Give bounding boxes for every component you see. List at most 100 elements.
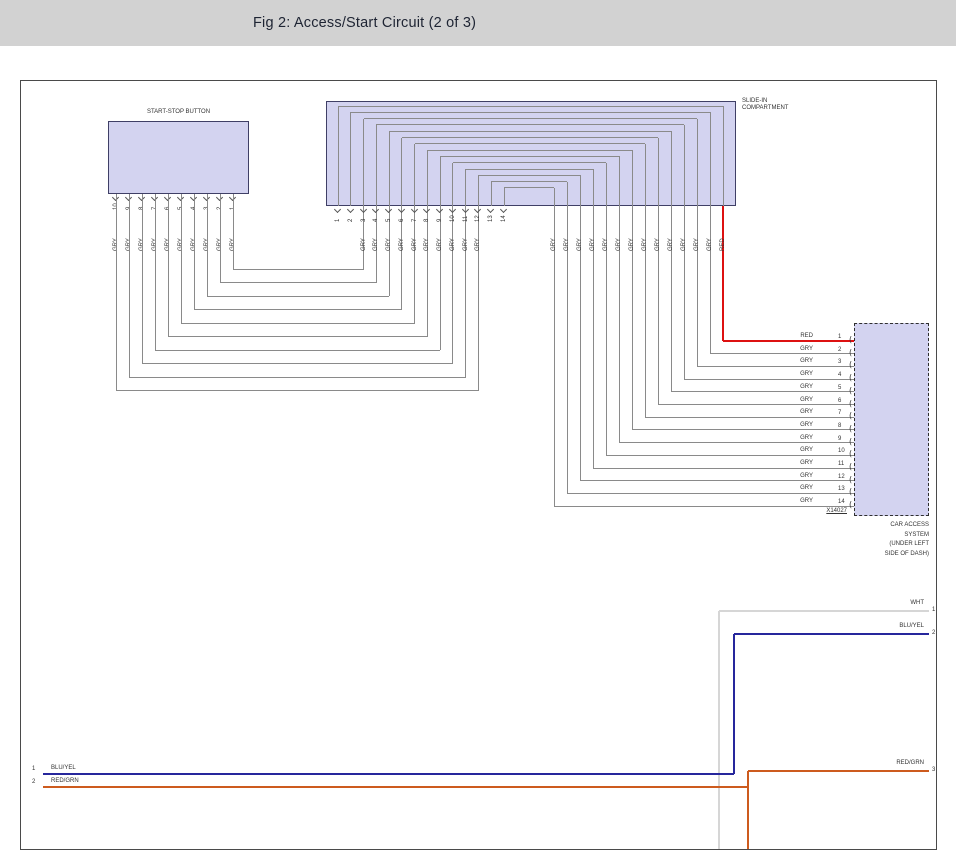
- wire-color-label: GRY: [551, 238, 557, 251]
- wire-color-label: RED: [800, 333, 813, 339]
- pin-number: 7: [152, 207, 159, 210]
- wire-segment: [734, 633, 929, 635]
- wire-segment: [376, 124, 684, 126]
- wire-segment: [709, 206, 711, 354]
- wire-segment: [129, 376, 466, 378]
- wire-segment: [733, 634, 735, 774]
- car-access-label-line: (UNDER LEFT: [889, 541, 929, 547]
- wire-color-label: RED/GRN: [51, 778, 79, 784]
- wire-color-label: GRY: [152, 238, 159, 251]
- wire-color-label: GRY: [424, 238, 431, 251]
- pin-number: 3: [360, 218, 367, 222]
- wire-color-label: GRY: [126, 238, 133, 251]
- pin-number: 9: [126, 207, 133, 210]
- pin-arrow-icon: [372, 205, 380, 213]
- wire-segment: [401, 137, 658, 138]
- pin-arrow-icon: [487, 205, 495, 213]
- pin-number: 4: [373, 218, 380, 222]
- wire-color-label: RED: [720, 238, 726, 251]
- pin-number: 10: [449, 215, 456, 222]
- wire-color-label: GRY: [398, 238, 405, 251]
- wire-segment: [618, 206, 620, 443]
- connector-entry-icon: (: [849, 449, 853, 459]
- pin-number: 8: [139, 207, 146, 210]
- wire-segment: [115, 194, 117, 391]
- pin-number: 12: [838, 473, 845, 480]
- car-access-label-line: CAR ACCESS: [890, 522, 929, 528]
- wire-segment: [683, 206, 685, 380]
- wire-color-label: GRY: [800, 485, 813, 492]
- wire-layer: 10 GRY 9 GRY 8 GRY 7 GRY 6 GRY 5 GRY 4 GRY 3 GRY 2 GRY 1 GR…: [21, 81, 936, 849]
- pin-number: 12: [475, 215, 482, 222]
- wire-segment: [142, 363, 453, 364]
- pin-arrow-icon: [359, 205, 367, 213]
- wire-color-label: GRY: [373, 238, 380, 251]
- car-access-system-box: [854, 323, 929, 516]
- pin-number: 11: [462, 215, 469, 222]
- wire-segment: [337, 106, 339, 206]
- wire-segment: [414, 206, 416, 323]
- wire-color-label: GRY: [230, 238, 237, 251]
- connector-entry-icon: (: [849, 423, 853, 433]
- slide-in-label-line1: SLIDE-IN: [742, 98, 768, 104]
- wire-segment: [670, 206, 672, 392]
- connector-entry-icon: (: [849, 360, 853, 370]
- pin-arrow-icon: [461, 205, 469, 213]
- wire-segment: [338, 105, 723, 107]
- connector-entry-icon: (: [849, 500, 853, 510]
- wire-color-label: GRY: [165, 238, 172, 251]
- wire-color-label: GRY: [462, 238, 469, 251]
- connector-entry-icon: (: [849, 373, 853, 383]
- wire-segment: [567, 492, 854, 494]
- connector-entry-icon: (: [849, 347, 853, 357]
- wire-segment: [696, 206, 698, 367]
- wire-segment: [671, 391, 854, 393]
- wire-segment: [632, 429, 854, 431]
- wire-segment: [605, 162, 607, 206]
- pin-number: 6: [398, 218, 405, 222]
- pin-number: 1: [838, 334, 842, 340]
- connector-entry-icon: (: [849, 335, 853, 344]
- wire-segment: [477, 175, 479, 206]
- pin-arrow-icon: [499, 205, 508, 213]
- pin-number: 2: [217, 207, 224, 210]
- connector-entry-icon: (: [849, 436, 853, 446]
- figure-title: Fig 2: Access/Start Circuit (2 of 3): [253, 15, 477, 31]
- diagram-canvas: START-STOP BUTTON SLIDE-IN COMPARTMENT X…: [20, 80, 937, 850]
- wire-segment: [426, 206, 428, 337]
- connector-entry-icon: (: [849, 487, 853, 497]
- wire-segment: [465, 206, 467, 377]
- wire-color-label: GRY: [800, 396, 813, 403]
- pin-number: 8: [838, 422, 842, 429]
- connector-entry-icon: (: [849, 398, 853, 408]
- wire-color-label: GRY: [800, 434, 813, 441]
- wire-color-label: GRY: [616, 238, 622, 251]
- wire-segment: [477, 206, 479, 391]
- pin-number: 2: [838, 346, 842, 353]
- slide-in-compartment-label: SLIDE-IN COMPARTMENT: [742, 98, 788, 112]
- connector-id-label: X14027: [826, 508, 847, 514]
- car-access-system-label: CAR ACCESS SYSTEM (UNDER LEFT SIDE OF DA…: [829, 521, 929, 559]
- pin-number: 5: [386, 218, 393, 222]
- wire-segment: [401, 137, 403, 206]
- pin-number: 9: [838, 435, 842, 442]
- wire-segment: [631, 150, 633, 206]
- wire-segment: [43, 786, 748, 788]
- start-stop-button-box: [108, 121, 249, 194]
- wire-segment: [363, 118, 697, 120]
- start-stop-button-label: START-STOP BUTTON: [146, 109, 211, 115]
- wire-color-label: GRY: [800, 345, 813, 352]
- wire-color-label: GRY: [800, 421, 813, 428]
- wire-segment: [631, 206, 633, 430]
- wire-color-label: GRY: [360, 238, 367, 251]
- wire-segment: [592, 206, 594, 468]
- pin-number: 1: [335, 218, 341, 222]
- wire-segment: [723, 340, 854, 342]
- pin-number: 1: [32, 766, 36, 772]
- pin-number: 4: [191, 207, 198, 210]
- wire-color-label: WHT: [910, 600, 924, 606]
- wire-color-label: GRY: [564, 238, 570, 251]
- wire-segment: [618, 156, 620, 206]
- wire-color-label: GRY: [603, 238, 609, 251]
- wire-segment: [503, 187, 505, 206]
